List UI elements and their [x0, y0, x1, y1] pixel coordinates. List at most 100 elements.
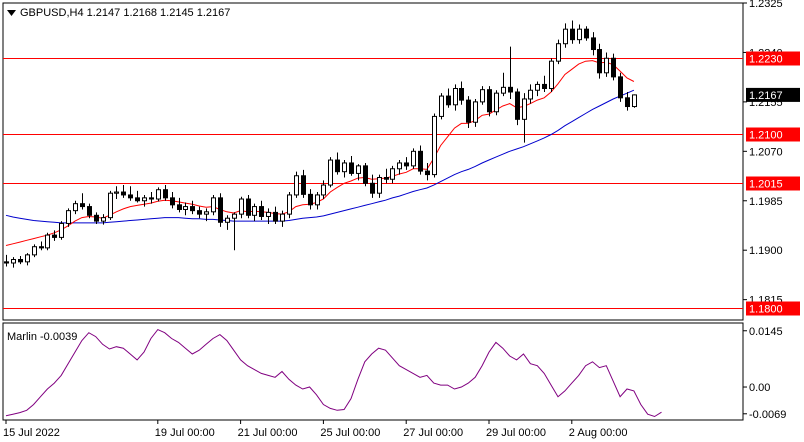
candle: [259, 200, 264, 220]
candle: [549, 58, 554, 92]
candle: [439, 93, 444, 120]
candle: [135, 190, 140, 203]
candle: [87, 203, 92, 219]
candle-body-bearish: [190, 206, 195, 212]
time-tick-label: 2 Aug 00:00: [569, 427, 628, 439]
indicator-panel-frame: [2, 322, 744, 421]
candle-body-bullish: [287, 194, 292, 215]
candle-body-bearish: [611, 57, 616, 78]
candle: [618, 72, 623, 102]
indicator-axis: 0.0145 0.00 -0.0069: [743, 326, 786, 421]
main-panel-frame: [2, 2, 744, 321]
candle: [356, 164, 361, 181]
candle-body-bullish: [535, 83, 540, 91]
time-tick-label: 29 Jul 00:00: [486, 427, 546, 439]
candle-body-bullish: [280, 213, 285, 222]
candle-body-bullish: [294, 175, 299, 196]
candle: [218, 193, 223, 227]
candle: [480, 86, 485, 105]
candle-body-bearish: [301, 175, 306, 195]
level-tag: [746, 301, 800, 316]
candle: [177, 197, 182, 213]
candle: [11, 257, 16, 268]
time-axis: 15 Jul 2022 19 Jul 00:00 21 Jul 00:00 25 Ju…: [3, 420, 628, 439]
candle-body-bearish: [418, 150, 423, 172]
candle: [190, 200, 195, 215]
candle-body-bullish: [101, 217, 106, 222]
candle-body-bearish: [515, 91, 520, 120]
candle-body-bearish: [308, 193, 313, 206]
collapse-triangle-icon[interactable]: [7, 10, 16, 16]
candle: [611, 53, 616, 81]
candle-body-bearish: [4, 261, 9, 264]
candle: [66, 208, 71, 227]
candle-body-bearish: [508, 86, 513, 93]
candle-body-bullish: [377, 176, 382, 194]
current-price-label: 1.2167: [749, 90, 783, 102]
candle: [156, 187, 161, 202]
candle: [128, 186, 133, 201]
candle: [94, 212, 99, 225]
candle: [197, 206, 202, 219]
candle-body-bullish: [632, 94, 637, 108]
candle-body-bearish: [52, 234, 57, 238]
candle: [232, 212, 237, 251]
candle-body-bearish: [618, 76, 623, 99]
candle-body-bearish: [39, 246, 44, 249]
candle: [411, 148, 416, 169]
candle: [597, 43, 602, 79]
candle-body-bearish: [570, 28, 575, 41]
candle-body-bullish: [328, 159, 333, 186]
candle: [370, 174, 375, 198]
time-tick-label: 25 Jul 00:00: [320, 427, 380, 439]
candle: [432, 113, 437, 178]
candle-body-bullish: [473, 101, 478, 123]
candle: [363, 162, 368, 187]
candle-body-bullish: [411, 150, 416, 167]
candle-body-bearish: [273, 211, 278, 222]
level-tag: [746, 127, 800, 142]
level-tag-label: 1.2100: [749, 130, 783, 142]
candle: [108, 190, 113, 220]
indicator-tick-label: -0.0069: [749, 409, 786, 421]
candle: [32, 244, 37, 258]
candle-body-bullish: [32, 246, 37, 256]
candle-body-bearish: [466, 99, 471, 123]
candle: [535, 81, 540, 97]
candle: [80, 193, 85, 210]
candle: [501, 72, 506, 97]
candle: [18, 256, 23, 265]
candle-body-bearish: [218, 197, 223, 223]
candle-body-bullish: [25, 254, 30, 263]
chart-title: GBPUSD,H4 1.2147 1.2168 1.2145 1.2167: [20, 7, 230, 19]
candle-body-bullish: [432, 115, 437, 176]
candle: [45, 232, 50, 251]
candle-body-bullish: [225, 217, 230, 223]
candle: [494, 90, 499, 116]
candle: [459, 81, 464, 105]
candle: [163, 185, 168, 201]
candle-body-bearish: [121, 191, 126, 196]
candle: [273, 206, 278, 225]
candle-body-bearish: [246, 198, 251, 216]
candle: [301, 169, 306, 198]
level-tag-label: 1.2230: [749, 54, 783, 66]
candle-body-bullish: [453, 88, 458, 106]
time-tick-label: 27 Jul 00:00: [403, 427, 463, 439]
candle: [183, 202, 188, 216]
candle-body-bearish: [197, 210, 202, 215]
candle-body-bearish: [170, 197, 175, 206]
candlesticks: [4, 20, 637, 268]
candle-body-bearish: [349, 162, 354, 174]
candle-body-bearish: [425, 170, 430, 176]
price-tags: 1.2230 1.2100 1.2015 1.1800 1.2167: [746, 51, 800, 316]
candle-body-bearish: [597, 49, 602, 74]
candle-body-bullish: [73, 203, 78, 212]
candle: [577, 24, 582, 44]
candle: [591, 32, 596, 56]
candle: [604, 52, 609, 77]
horizontal-levels: [3, 58, 743, 309]
candle: [584, 26, 589, 41]
candle-body-bearish: [384, 176, 389, 180]
